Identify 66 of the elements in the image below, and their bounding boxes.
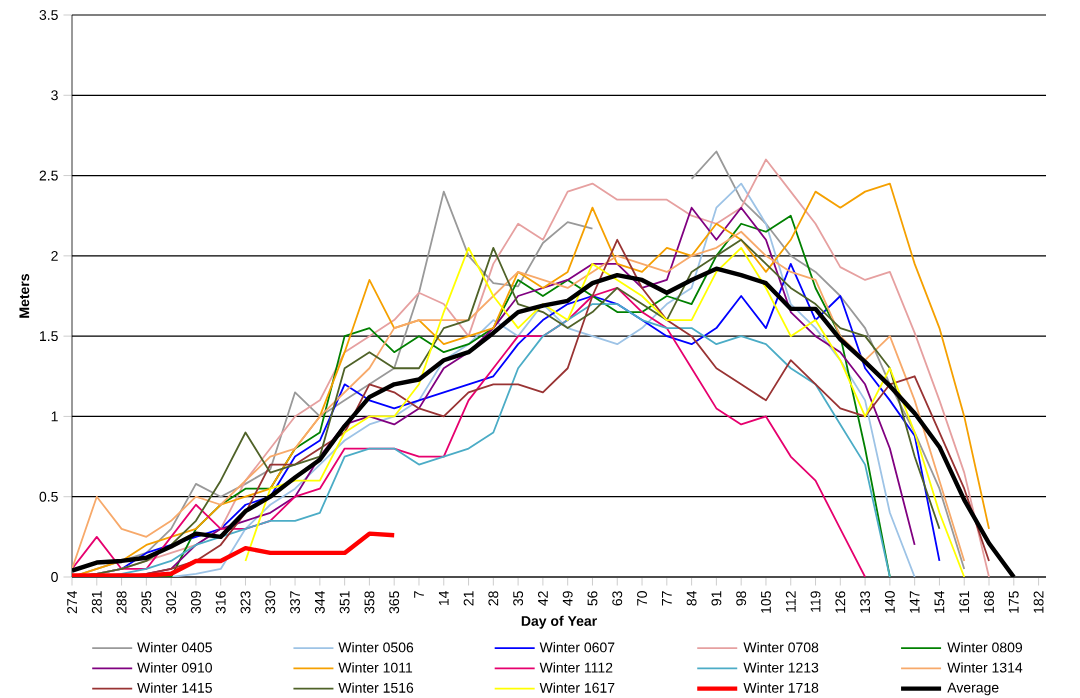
y-axis-title: Meters [19, 274, 30, 318]
legend-label: Winter 1415 [137, 682, 212, 693]
x-tick-label: 344 [314, 590, 325, 614]
x-tick-label: 365 [389, 591, 400, 614]
x-tick-label: 182 [1033, 591, 1044, 613]
y-tick-label: 3.5 [39, 10, 58, 20]
x-tick-label: 119 [810, 591, 821, 612]
legend-label: Winter 1314 [947, 662, 1023, 673]
x-tick-label: 295 [141, 591, 152, 614]
x-tick-label: 323 [240, 591, 251, 614]
x-tick-label: 316 [215, 591, 226, 614]
x-tick-label: 281 [91, 591, 102, 614]
legend-label: Winter 1516 [338, 682, 414, 693]
x-tick-label: 147 [909, 591, 920, 613]
x-tick-label: 330 [265, 591, 276, 614]
x-tick-label: 7 [414, 591, 424, 598]
x-tick-label: 140 [884, 591, 895, 613]
y-tick-label: 3 [51, 90, 58, 101]
x-tick-label: 302 [166, 591, 177, 614]
x-tick-label: 337 [290, 591, 300, 614]
x-axis-title: Day of Year [521, 615, 597, 629]
x-tick-label: 56 [587, 591, 598, 606]
x-tick-label: 126 [835, 591, 846, 613]
legend-label: Winter 0708 [743, 642, 819, 653]
x-tick-label: 309 [190, 591, 201, 614]
x-tick-label: 112 [785, 591, 796, 612]
x-tick-label: 84 [686, 590, 697, 606]
legend-label: Winter 1112 [539, 662, 613, 673]
x-tick-label: 35 [513, 591, 524, 606]
x-tick-label: 21 [463, 591, 474, 606]
y-tick-label: 2 [51, 250, 58, 261]
x-tick-label: 351 [339, 591, 350, 614]
x-tick-label: 28 [488, 591, 499, 606]
x-tick-label: 63 [612, 591, 623, 606]
x-tick-label: 161 [959, 591, 970, 613]
y-tick-label: 1 [51, 411, 58, 422]
x-tick-label: 274 [67, 590, 77, 614]
x-tick-label: 49 [562, 591, 573, 606]
x-tick-label: 105 [760, 591, 771, 613]
legend-label: Winter 1213 [743, 662, 819, 673]
legend-label: Average [947, 682, 999, 696]
x-tick-label: 175 [1008, 591, 1019, 613]
x-tick-label: 288 [116, 591, 127, 614]
x-tick-label: 154 [934, 590, 945, 613]
legend-label: Winter 1617 [539, 682, 615, 693]
legend-label: Winter 0405 [137, 642, 212, 653]
legend-label: Winter 0910 [137, 662, 212, 673]
legend-label: Winter 1011 [338, 662, 413, 673]
x-tick-label: 133 [860, 591, 871, 613]
y-tick-label: 2.5 [39, 170, 58, 181]
x-tick-label: 98 [736, 591, 747, 606]
y-tick-label: 0 [51, 572, 58, 582]
x-tick-label: 91 [711, 591, 722, 606]
line-series [244, 246, 966, 577]
legend-label: Winter 0506 [338, 642, 414, 653]
x-tick-label: 77 [662, 591, 672, 606]
x-tick-label: 14 [438, 590, 449, 606]
y-tick-label: 0.5 [39, 491, 58, 502]
x-tick-label: 358 [364, 591, 375, 614]
legend-label: Winter 0809 [947, 642, 1023, 653]
y-tick-label: 1.5 [40, 331, 58, 342]
x-tick-label: 168 [984, 591, 994, 613]
legend-label: Winter 0607 [539, 642, 615, 653]
legend-label: Winter 1718 [743, 682, 819, 693]
x-tick-label: 70 [637, 591, 647, 606]
x-tick-label: 42 [538, 591, 548, 606]
